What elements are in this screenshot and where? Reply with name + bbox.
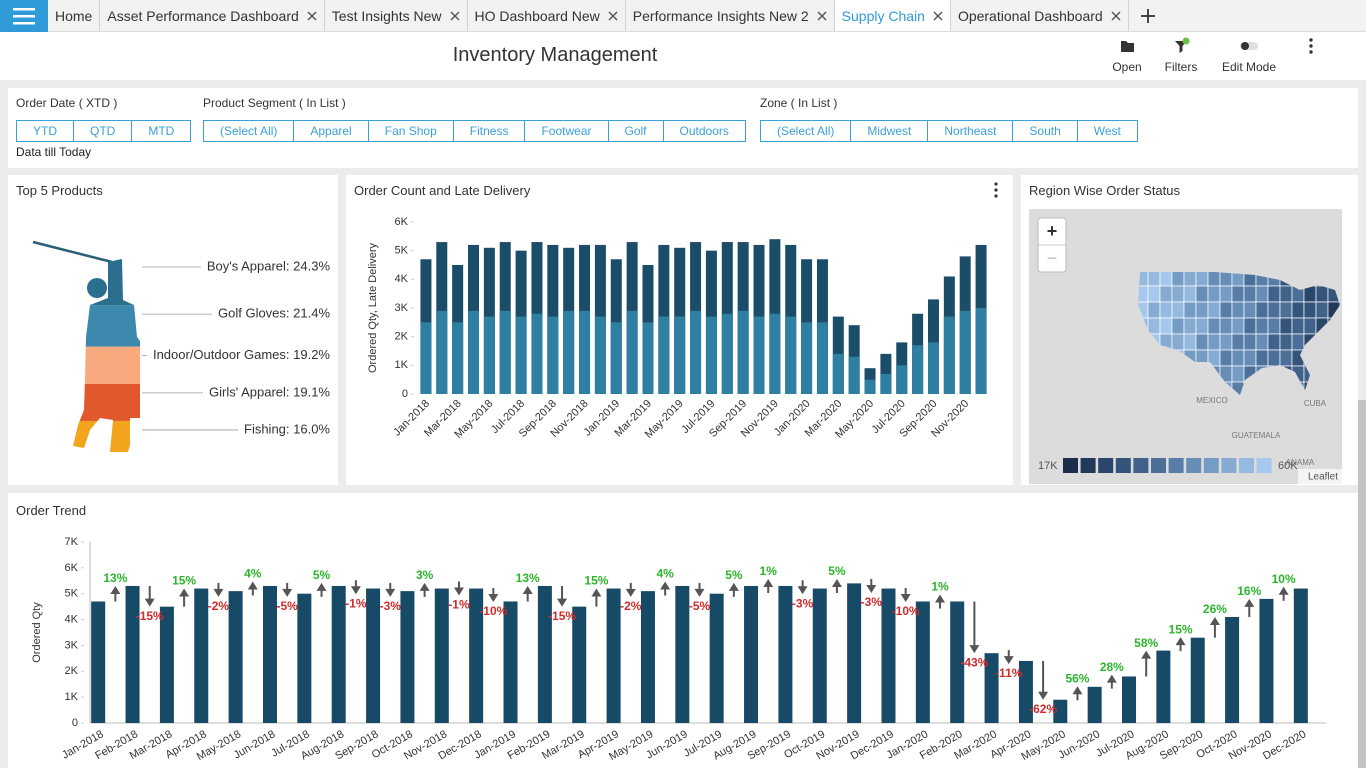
- toolbar-button[interactable]: Open: [1112, 60, 1142, 74]
- tab-label: Test Insights New: [331, 7, 442, 24]
- filter-label: Order Date ( XTD ): [16, 96, 118, 110]
- toolbar-button[interactable]: Edit Mode: [1221, 60, 1277, 74]
- filter-label: Zone ( In List ): [760, 96, 838, 110]
- filter-button[interactable]: Northeast: [927, 120, 1014, 142]
- filter-button[interactable]: MTD: [131, 120, 192, 142]
- header: Inventory Management Open Filters Edit Mod…: [0, 32, 1366, 80]
- filter-group: Product Segment ( In List ) (Select All) A…: [203, 96, 746, 142]
- close-stroke: [608, 11, 618, 20]
- menu-button[interactable]: [0, 0, 48, 32]
- filter-button[interactable]: Outdoors: [662, 120, 746, 142]
- panel-title: Region Wise Order Status: [1029, 183, 1181, 198]
- tab-label: Operational Dashboard: [957, 7, 1103, 24]
- close-stroke: [450, 11, 460, 20]
- menu-icon: [13, 8, 35, 25]
- filter-note: Data till Today: [16, 145, 92, 159]
- filter-button[interactable]: Footwear: [524, 120, 609, 142]
- filter-button[interactable]: Apparel: [293, 120, 369, 142]
- panel-title: Order Trend: [16, 503, 87, 518]
- menu-line: [13, 15, 35, 18]
- close-icon[interactable]: [933, 11, 943, 21]
- tab-label: Performance Insights New 2: [632, 7, 809, 24]
- scrollbar[interactable]: [1358, 400, 1366, 768]
- filter-label: Product Segment ( In List ): [203, 96, 346, 110]
- tab-label: HO Dashboard New: [474, 7, 600, 24]
- tab-bar: Home Asset Performance Dashboard Test Insi…: [0, 0, 1366, 32]
- filter-options: (Select All) Midwest Northeast South West: [760, 120, 1138, 142]
- close-stroke: [817, 11, 827, 20]
- page-title: Inventory Management: [452, 44, 658, 66]
- tab[interactable]: Performance Insights New 2: [626, 0, 835, 31]
- tab-label: Asset Performance Dashboard: [107, 7, 299, 24]
- filter-group: Order Date ( XTD ) YTD QTD MTD Data till Tod…: [16, 96, 192, 159]
- panel-title: Order Count and Late Delivery: [354, 183, 531, 198]
- close-stroke: [307, 11, 317, 20]
- filter-panel: [8, 88, 1358, 168]
- menu-line: [13, 22, 35, 25]
- add-tab[interactable]: [1129, 0, 1167, 31]
- tab[interactable]: Asset Performance Dashboard: [100, 0, 325, 31]
- map-panel: Region Wise Order Status: [1021, 175, 1358, 485]
- filter-button[interactable]: Golf: [607, 120, 664, 142]
- close-icon[interactable]: [307, 11, 317, 21]
- filter-button[interactable]: Midwest: [850, 120, 929, 142]
- filter-button[interactable]: Fitness: [452, 120, 526, 142]
- filter-button[interactable]: YTD: [16, 120, 74, 142]
- order-count-panel: Order Count and Late Delivery: [346, 175, 1013, 485]
- filter-button[interactable]: Fan Shop: [367, 120, 454, 142]
- close-stroke: [933, 11, 943, 20]
- tab[interactable]: Supply Chain: [834, 0, 951, 31]
- toolbar-button[interactable]: Filters: [1164, 60, 1198, 74]
- top-products-panel: Top 5 Products: [8, 175, 338, 485]
- filter-button[interactable]: (Select All): [203, 120, 295, 142]
- order-trend-panel: Order Trend: [8, 493, 1358, 768]
- menu-line: [13, 8, 35, 11]
- filter-options: (Select All) Apparel Fan Shop Fitness Footwe…: [203, 120, 746, 142]
- panel-title: Top 5 Products: [16, 183, 103, 198]
- close-icon[interactable]: [450, 11, 460, 21]
- close-icon[interactable]: [817, 11, 827, 21]
- filter-button[interactable]: West: [1076, 120, 1138, 142]
- filter-options: YTD QTD MTD: [16, 120, 192, 142]
- add-icon: [1140, 8, 1155, 23]
- close-icon[interactable]: [1111, 11, 1121, 21]
- filter-button[interactable]: QTD: [73, 120, 133, 142]
- filter-button[interactable]: (Select All): [760, 120, 852, 142]
- filter-button[interactable]: South: [1012, 120, 1078, 142]
- tab[interactable]: Test Insights New: [325, 0, 468, 31]
- tab[interactable]: HO Dashboard New: [468, 0, 626, 31]
- tab[interactable]: Operational Dashboard: [951, 0, 1129, 31]
- tab[interactable]: Home: [48, 0, 101, 31]
- filter-group: Zone ( In List ) (Select All) Midwest North…: [760, 96, 1138, 142]
- tab-label: Supply Chain: [841, 7, 925, 24]
- close-icon[interactable]: [608, 11, 618, 21]
- close-stroke: [1111, 11, 1121, 20]
- tab-label: Home: [55, 7, 93, 24]
